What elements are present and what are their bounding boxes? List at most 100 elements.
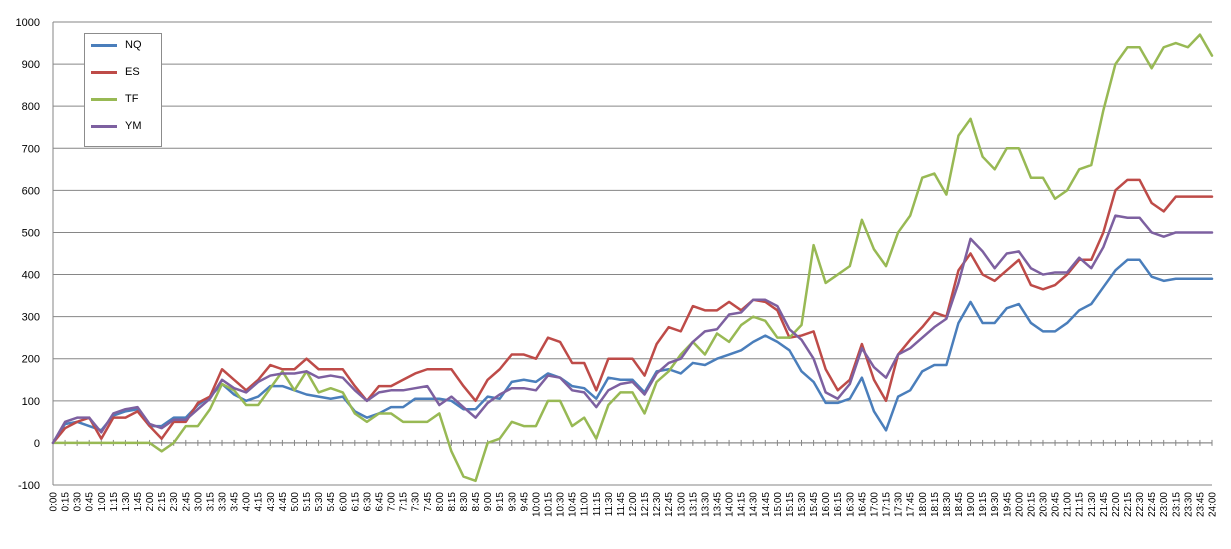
x-tick-label: 3:15: [205, 492, 216, 512]
legend-swatch-nq: [91, 44, 117, 47]
x-tick-label: 1:30: [121, 492, 132, 512]
x-tick-label: 3:45: [230, 492, 241, 512]
x-tick-label: 21:30: [1087, 492, 1098, 517]
x-tick-label: 7:00: [387, 492, 398, 512]
x-tick-label: 0:15: [61, 492, 72, 512]
legend-label-tf: TF: [125, 93, 139, 105]
x-tick-label: 13:00: [676, 492, 687, 517]
legend-label-ym: YM: [125, 120, 142, 132]
x-tick-label: 22:45: [1147, 492, 1158, 517]
x-tick-label: 17:45: [906, 492, 917, 517]
x-tick-label: 18:45: [954, 492, 965, 517]
x-tick-label: 17:15: [882, 492, 893, 517]
series-line-ym: [51, 214, 1214, 445]
x-tick-label: 19:30: [990, 492, 1001, 517]
x-tick-label: 9:15: [495, 492, 506, 512]
legend-swatch-tf: [91, 98, 117, 101]
x-tick-label: 20:30: [1038, 492, 1049, 517]
x-tick-label: 5:15: [302, 492, 313, 512]
y-tick-label: 1000: [16, 17, 40, 29]
x-tick-label: 21:15: [1075, 492, 1086, 517]
x-tick-label: 14:15: [737, 492, 748, 517]
x-tick-label: 21:00: [1063, 492, 1074, 517]
x-tick-label: 0:00: [49, 492, 60, 512]
x-tick-label: 20:15: [1026, 492, 1037, 517]
x-tick-label: 12:00: [628, 492, 639, 517]
x-tick-label: 6:00: [338, 492, 349, 512]
x-tick-label: 1:45: [133, 492, 144, 512]
x-tick-label: 18:30: [942, 492, 953, 517]
x-tick-label: 10:45: [568, 492, 579, 517]
x-tick-label: 10:15: [543, 492, 554, 517]
x-tick-label: 2:00: [145, 492, 156, 512]
x-tick-label: 17:00: [869, 492, 880, 517]
x-tick-label: 3:30: [218, 492, 229, 512]
series-line-es: [51, 178, 1214, 445]
x-tick-label: 7:30: [411, 492, 422, 512]
x-tick-label: 19:45: [1002, 492, 1013, 517]
x-tick-label: 5:45: [326, 492, 337, 512]
x-tick-label: 7:45: [423, 492, 434, 512]
x-tick-label: 15:45: [809, 492, 820, 517]
y-tick-label: 500: [22, 227, 40, 239]
x-tick-label: 4:30: [266, 492, 277, 512]
x-tick-label: 4:00: [242, 492, 253, 512]
x-tick-label: 23:45: [1195, 492, 1206, 517]
x-axis: 0:00 0:15 0:30 0:45 1:00 1:15 1:30 1:45 2:00 2:15…: [49, 439, 1219, 517]
x-tick-label: 15:15: [785, 492, 796, 517]
x-tick-label: 19:15: [978, 492, 989, 517]
x-tick-label: 11:15: [592, 492, 603, 517]
gridlines: [53, 21, 1212, 486]
x-tick-label: 0:30: [73, 492, 84, 512]
x-tick-label: 12:15: [640, 492, 651, 517]
legend: NQ ES TF YM: [84, 33, 162, 147]
y-tick-label: -100: [18, 480, 40, 492]
y-tick-label: 300: [22, 312, 40, 324]
x-tick-label: 12:30: [652, 492, 663, 517]
x-tick-label: 18:15: [930, 492, 941, 517]
x-tick-label: 16:00: [821, 492, 832, 517]
legend-swatch-ym: [91, 125, 117, 128]
x-tick-label: 8:15: [447, 492, 458, 512]
x-tick-label: 22:30: [1135, 492, 1146, 517]
y-tick-label: 0: [34, 438, 40, 450]
x-tick-label: 23:00: [1159, 492, 1170, 517]
x-tick-label: 11:30: [604, 492, 615, 517]
x-tick-label: 13:30: [700, 492, 711, 517]
x-tick-label: 14:45: [761, 492, 772, 517]
x-tick-label: 6:30: [362, 492, 373, 512]
y-axis: -100 0 100 200 300 400 500 600 700 800 900 1000: [16, 17, 54, 492]
x-tick-label: 5:00: [290, 492, 301, 512]
x-tick-label: 8:00: [435, 492, 446, 512]
series-line-tf: [51, 33, 1214, 483]
series-lines: [51, 33, 1214, 483]
x-tick-label: 2:30: [169, 492, 180, 512]
x-tick-label: 0:45: [85, 492, 96, 512]
x-tick-label: 8:45: [471, 492, 482, 512]
legend-label-nq: NQ: [125, 39, 142, 51]
x-tick-label: 23:15: [1171, 492, 1182, 517]
x-tick-label: 17:30: [894, 492, 905, 517]
x-tick-label: 8:30: [459, 492, 470, 512]
x-tick-label: 6:15: [350, 492, 361, 512]
y-tick-label: 700: [22, 143, 40, 155]
x-tick-label: 16:15: [833, 492, 844, 517]
x-tick-label: 3:00: [193, 492, 204, 512]
x-tick-label: 9:45: [519, 492, 530, 512]
legend-label-es: ES: [125, 66, 140, 78]
x-tick-label: 4:45: [278, 492, 289, 512]
x-tick-label: 24:00: [1208, 492, 1219, 517]
x-tick-label: 13:45: [713, 492, 724, 517]
x-tick-label: 15:30: [797, 492, 808, 517]
x-tick-label: 18:00: [918, 492, 929, 517]
y-tick-label: 800: [22, 101, 40, 113]
x-tick-label: 1:00: [97, 492, 108, 512]
x-tick-label: 5:30: [314, 492, 325, 512]
x-tick-label: 20:45: [1051, 492, 1062, 517]
x-tick-label: 16:30: [845, 492, 856, 517]
series-line-nq: [51, 258, 1214, 445]
x-tick-label: 2:15: [157, 492, 168, 512]
x-tick-label: 4:15: [254, 492, 265, 512]
x-tick-label: 19:00: [966, 492, 977, 517]
